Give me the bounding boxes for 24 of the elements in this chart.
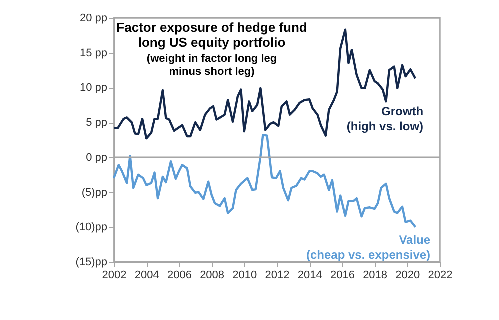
x-tick-label: 2006 [167, 270, 192, 282]
x-tick-label: 2022 [428, 270, 453, 282]
y-tick-label: 15 pp [80, 47, 108, 60]
y-tick-label: (5)pp [82, 186, 108, 199]
x-tick-label: 2004 [134, 270, 160, 282]
x-tick-label: 2012 [265, 270, 290, 282]
x-tick-label: 2014 [298, 270, 322, 282]
x-tick-label: 2010 [232, 270, 258, 282]
line-series [112, 134, 417, 228]
series-label: Value (cheap vs. expensive) [306, 233, 431, 262]
y-tick-label: 5 pp [86, 117, 108, 130]
x-tick-label: 2016 [330, 270, 355, 282]
series-label: Growth (high vs. low) [346, 104, 424, 134]
x-tick-label: 2020 [396, 270, 420, 282]
y-tick-label: 10 pp [80, 82, 108, 94]
y-tick-label: 20 pp [80, 12, 108, 24]
y-tick-label: (10)pp [76, 222, 108, 234]
x-tick-label: 2002 [102, 270, 127, 282]
x-tick-label: 2018 [363, 270, 388, 282]
text: Factor exposure of hedge fund long US equity portfolio [116, 20, 308, 50]
text: (weight in factor long leg minus short leg) [146, 53, 278, 78]
y-tick-label: (15)pp [76, 256, 108, 268]
x-tick-label: 2008 [200, 270, 225, 282]
y-tick-label: 0 pp [86, 152, 108, 164]
